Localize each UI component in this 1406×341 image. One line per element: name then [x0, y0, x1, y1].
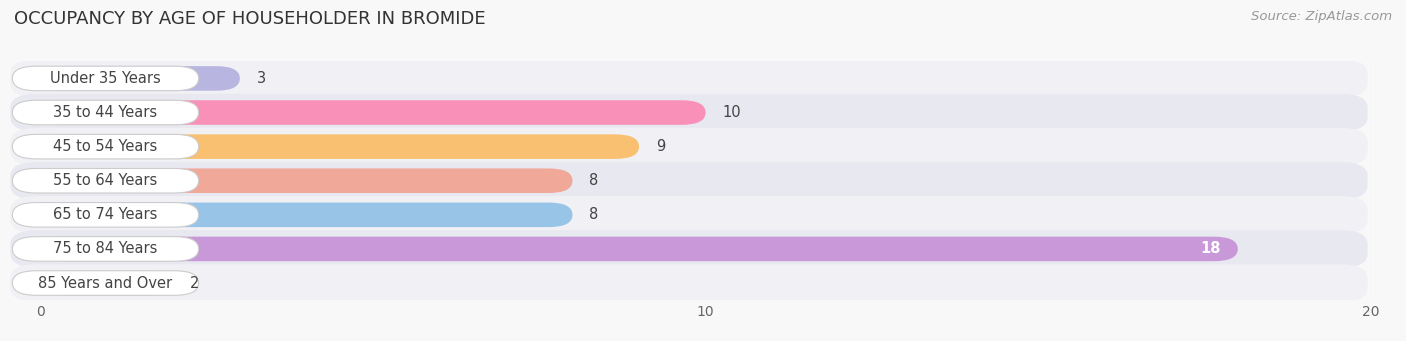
FancyBboxPatch shape	[10, 128, 1368, 165]
FancyBboxPatch shape	[10, 196, 1368, 234]
FancyBboxPatch shape	[10, 230, 1368, 268]
FancyBboxPatch shape	[41, 66, 240, 91]
FancyBboxPatch shape	[13, 271, 198, 295]
FancyBboxPatch shape	[41, 271, 173, 295]
Text: Source: ZipAtlas.com: Source: ZipAtlas.com	[1251, 10, 1392, 23]
FancyBboxPatch shape	[41, 100, 706, 125]
Text: 2: 2	[190, 276, 200, 291]
FancyBboxPatch shape	[13, 100, 198, 125]
Text: 3: 3	[256, 71, 266, 86]
FancyBboxPatch shape	[41, 134, 640, 159]
Text: 9: 9	[655, 139, 665, 154]
FancyBboxPatch shape	[10, 162, 1368, 199]
FancyBboxPatch shape	[13, 203, 198, 227]
FancyBboxPatch shape	[10, 60, 1368, 97]
Text: 18: 18	[1201, 241, 1222, 256]
FancyBboxPatch shape	[13, 66, 198, 91]
Text: OCCUPANCY BY AGE OF HOUSEHOLDER IN BROMIDE: OCCUPANCY BY AGE OF HOUSEHOLDER IN BROMI…	[14, 10, 485, 28]
Text: 8: 8	[589, 173, 599, 188]
Text: 55 to 64 Years: 55 to 64 Years	[53, 173, 157, 188]
FancyBboxPatch shape	[13, 168, 198, 193]
FancyBboxPatch shape	[41, 203, 572, 227]
FancyBboxPatch shape	[13, 134, 198, 159]
FancyBboxPatch shape	[41, 168, 572, 193]
FancyBboxPatch shape	[13, 237, 198, 261]
FancyBboxPatch shape	[10, 264, 1368, 302]
Text: 10: 10	[723, 105, 741, 120]
FancyBboxPatch shape	[10, 94, 1368, 131]
Text: 85 Years and Over: 85 Years and Over	[38, 276, 173, 291]
Text: Under 35 Years: Under 35 Years	[51, 71, 160, 86]
Text: 45 to 54 Years: 45 to 54 Years	[53, 139, 157, 154]
Text: 35 to 44 Years: 35 to 44 Years	[53, 105, 157, 120]
Text: 8: 8	[589, 207, 599, 222]
Text: 75 to 84 Years: 75 to 84 Years	[53, 241, 157, 256]
Text: 65 to 74 Years: 65 to 74 Years	[53, 207, 157, 222]
FancyBboxPatch shape	[41, 237, 1237, 261]
